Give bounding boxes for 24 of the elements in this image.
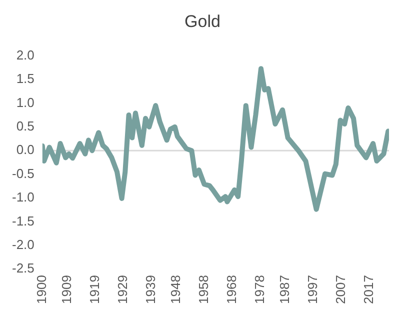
x-tick-label: 1900 <box>34 275 49 304</box>
x-tick-label: 1978 <box>252 275 267 304</box>
x-tick-label: 1987 <box>277 275 292 304</box>
x-tick-label: 1997 <box>305 275 320 304</box>
x-tick-label: 1939 <box>142 275 158 304</box>
x-tick-label: 2017 <box>361 275 376 304</box>
y-tick-label: -1.0 <box>12 190 34 205</box>
y-tick-label: 0.5 <box>16 118 34 134</box>
x-tick-label: 2007 <box>333 275 348 304</box>
y-tick-label: 1.5 <box>16 71 34 86</box>
y-tick-label: -1.5 <box>12 213 34 228</box>
y-tick-label: 2.0 <box>16 47 34 62</box>
x-tick-label: 1968 <box>224 275 240 304</box>
y-tick-label: 1.0 <box>16 94 34 110</box>
y-tick-label: -0.5 <box>12 166 34 181</box>
x-tick-label: 1929 <box>115 275 130 304</box>
x-tick-label: 1958 <box>196 275 212 304</box>
y-tick-label: -2.0 <box>12 236 34 252</box>
x-tick-label: 1948 <box>168 275 184 304</box>
x-tick-label: 1909 <box>59 275 74 304</box>
x-tick-label: 1919 <box>87 275 102 304</box>
y-tick-label: -2.5 <box>12 260 34 276</box>
y-tick-label: 0.0 <box>16 142 34 158</box>
chart-title: Gold <box>184 12 222 32</box>
